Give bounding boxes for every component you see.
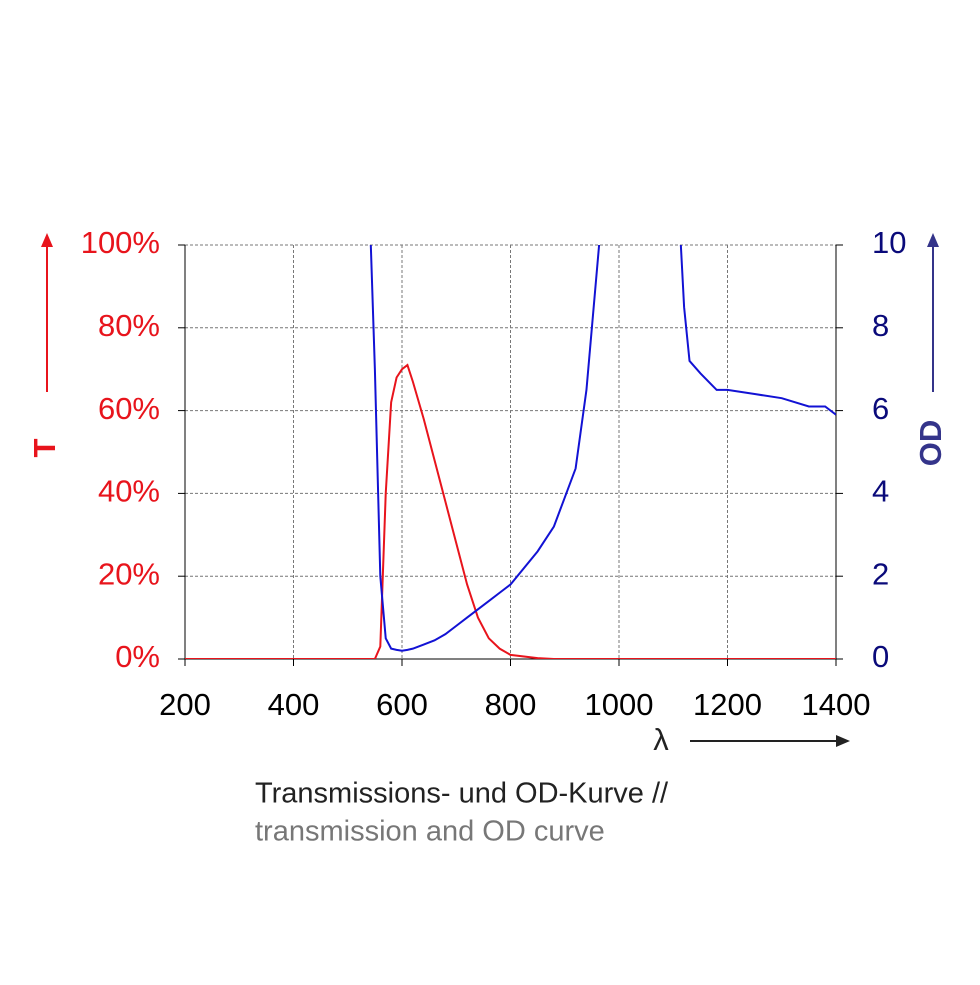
y2-axis-label: OD xyxy=(913,420,948,467)
subcaption: transmission and OD curve xyxy=(255,816,605,848)
caption: Transmissions- und OD-Kurve // xyxy=(255,778,669,810)
series-line xyxy=(185,363,836,659)
y2-tick-label: 6 xyxy=(872,391,889,426)
x-tick-label: 600 xyxy=(376,687,428,722)
y2-tick-label: 4 xyxy=(872,474,889,509)
y-axis-label: T xyxy=(27,438,62,457)
y-tick-label: 0% xyxy=(115,639,160,674)
x-tick-label: 400 xyxy=(268,687,320,722)
x-tick-label: 200 xyxy=(159,687,211,722)
y2-tick-label: 0 xyxy=(872,639,889,674)
y2-tick-label: 2 xyxy=(872,556,889,591)
x-tick-label: 1000 xyxy=(585,687,654,722)
y-tick-label: 20% xyxy=(98,556,160,591)
y-tick-label: 60% xyxy=(98,391,160,426)
series-line xyxy=(369,245,836,652)
y2-arrow-head xyxy=(927,233,939,247)
y-arrow-head xyxy=(41,233,53,247)
y-tick-label: 100% xyxy=(81,225,160,260)
y-tick-label: 80% xyxy=(98,308,160,343)
x-arrow-head xyxy=(836,735,850,747)
y-tick-label: 40% xyxy=(98,474,160,509)
y2-tick-label: 8 xyxy=(872,308,889,343)
y2-tick-label: 10 xyxy=(872,225,906,260)
x-tick-label: 800 xyxy=(485,687,537,722)
x-axis-label: λ xyxy=(653,722,669,757)
x-tick-label: 1400 xyxy=(802,687,871,722)
x-tick-label: 1200 xyxy=(693,687,762,722)
